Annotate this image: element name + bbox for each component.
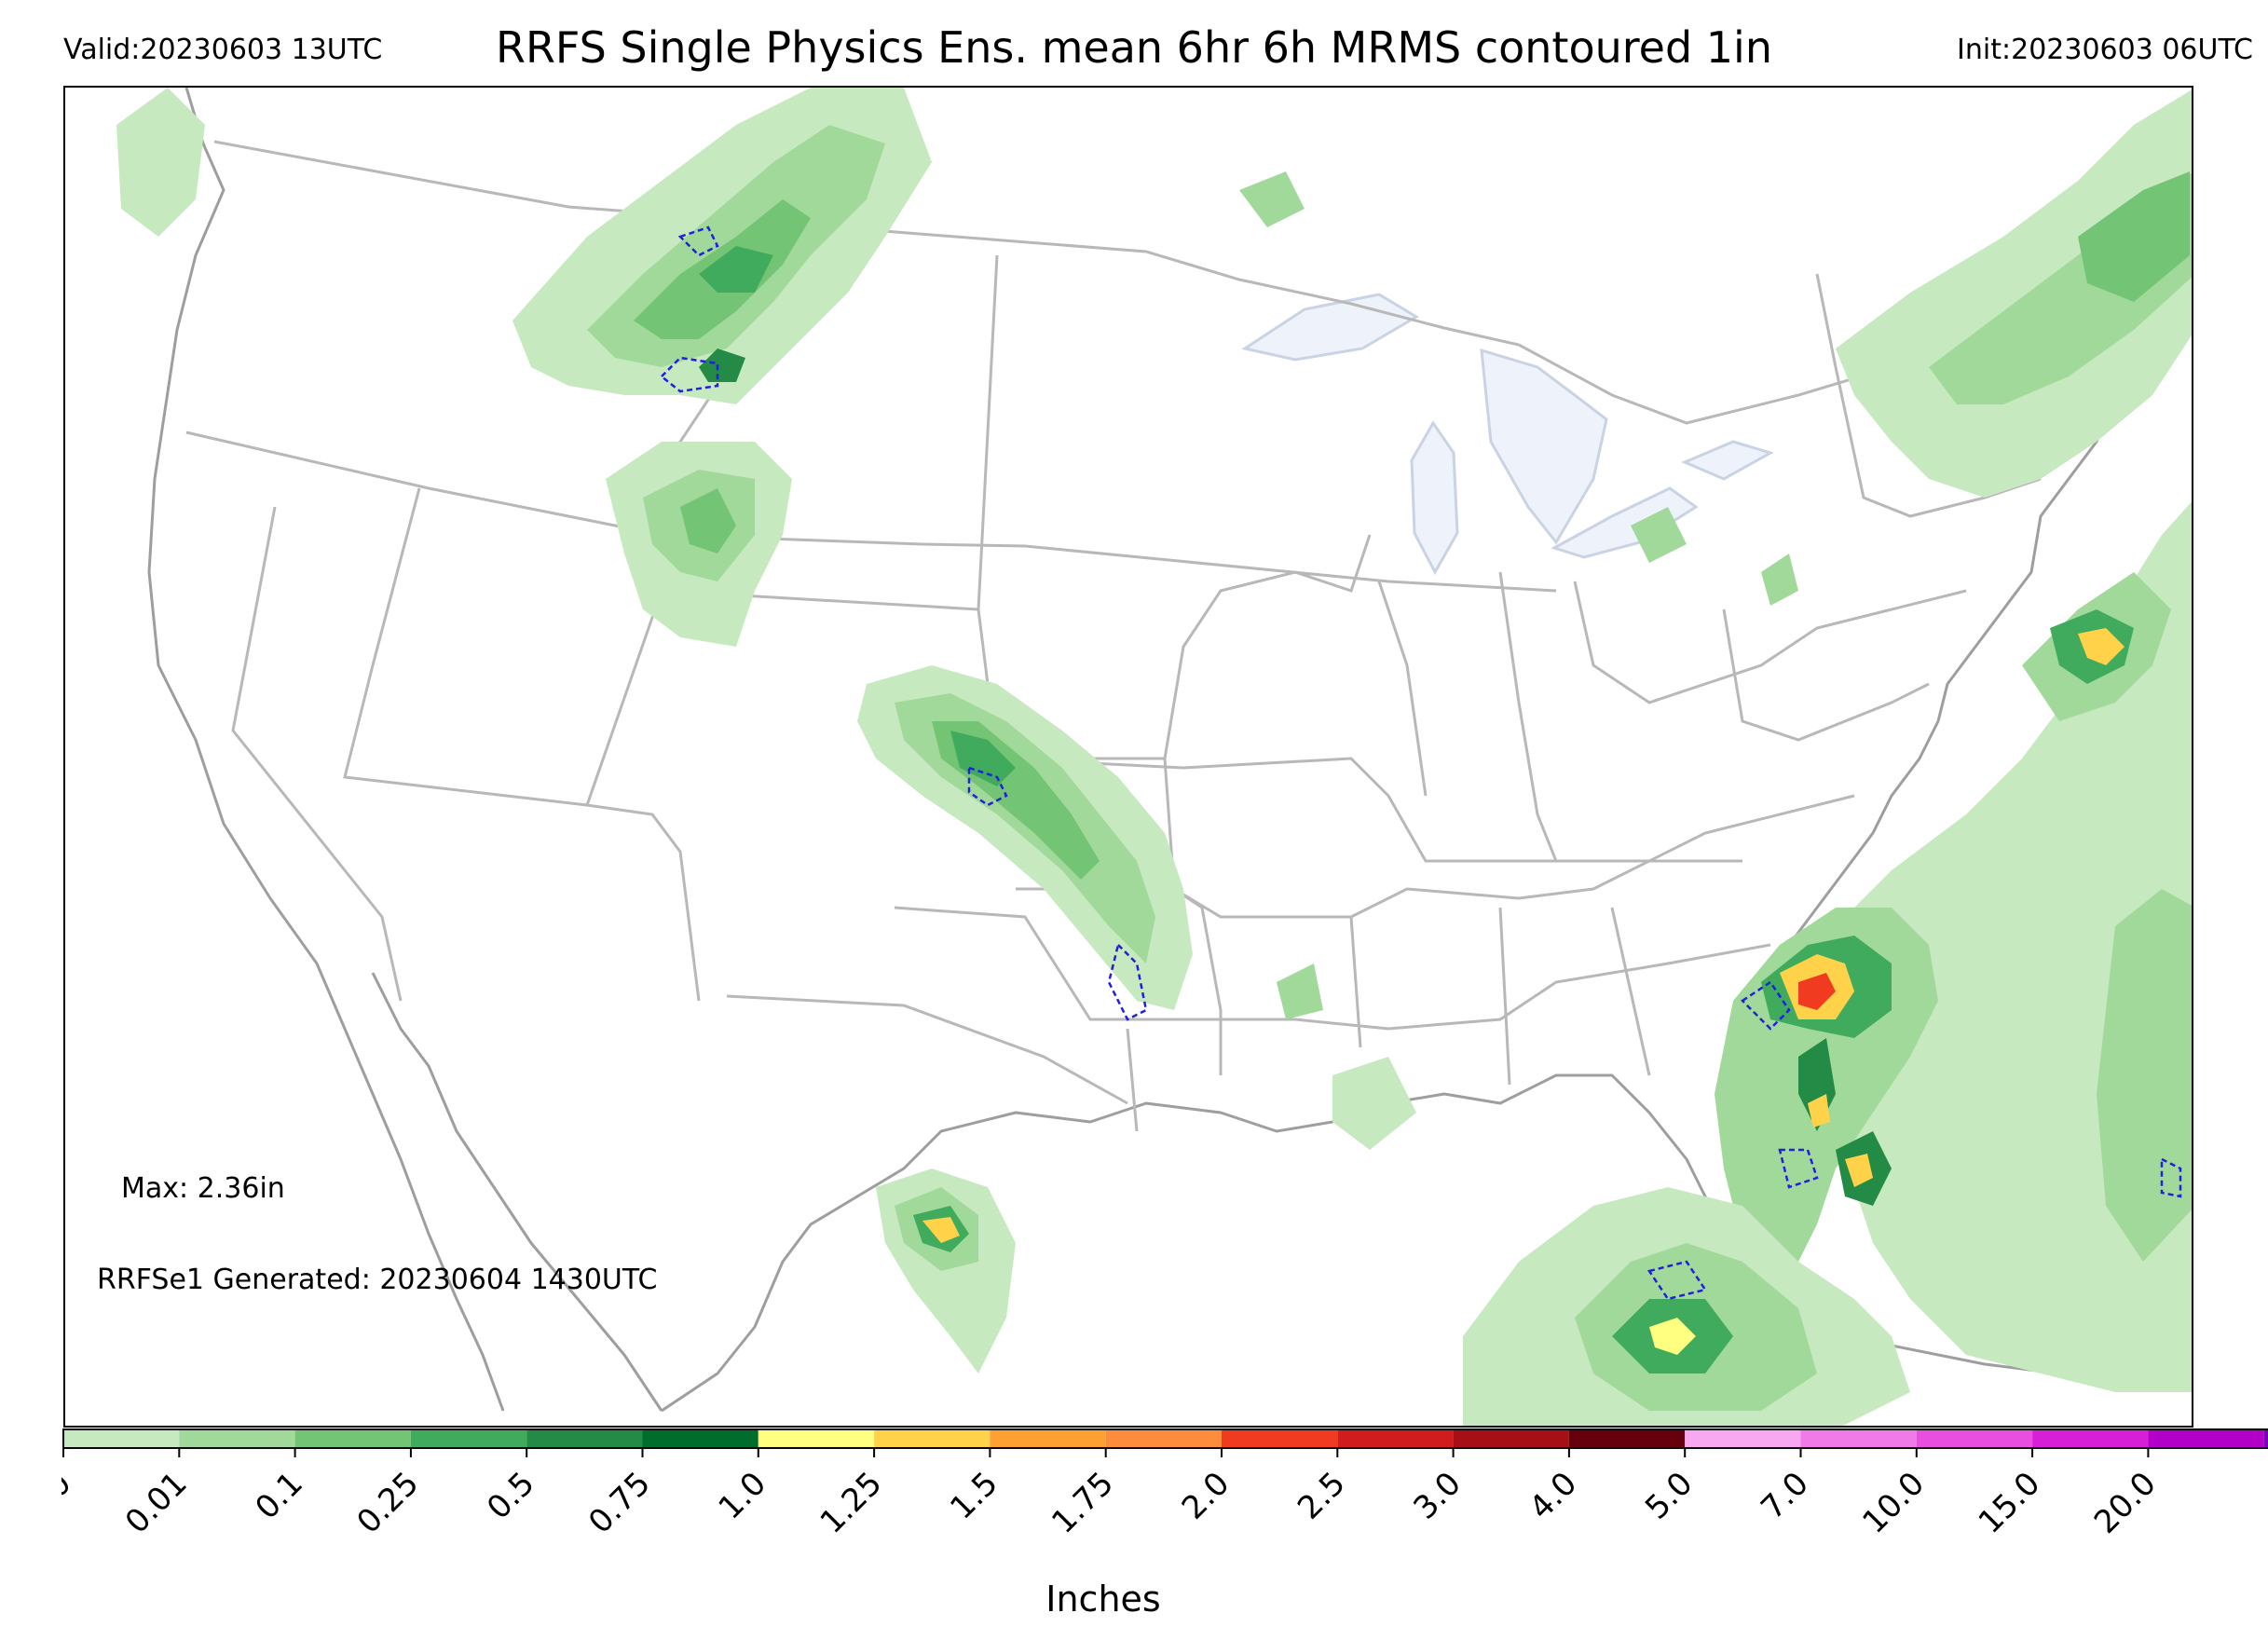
- colorbar-tick-label: 1.75: [1045, 1465, 1121, 1541]
- colorbar-tick-label: 4.0: [1523, 1465, 1585, 1527]
- colorbar-swatch: [179, 1429, 295, 1448]
- colorbar-swatch: [758, 1429, 875, 1448]
- colorbar-swatch: [63, 1429, 180, 1448]
- colorbar-swatch: [526, 1429, 643, 1448]
- generated-annotation: RRFSe1 Generated: 20230604 1430UTC: [97, 1264, 658, 1296]
- colorbar-tick-label: 2.0: [1175, 1465, 1237, 1527]
- max-annotation: Max: 2.36in: [121, 1172, 285, 1205]
- colorbar-tick-label: 1.25: [813, 1465, 890, 1541]
- init-time: Init:20230603 06UTC: [1957, 34, 2253, 66]
- colorbar-swatch: [1337, 1429, 1454, 1448]
- colorbar-tick-label: 0.5: [480, 1465, 542, 1527]
- colorbar-swatch: [642, 1429, 758, 1448]
- colorbar-tick-label: 0.1: [248, 1465, 310, 1527]
- colorbar-swatches: [62, 1428, 2268, 1449]
- valid-time: Valid:20230603 13UTC: [63, 34, 383, 66]
- colorbar-tick-label: 7.0: [1754, 1465, 1816, 1527]
- colorbar-swatch: [990, 1429, 1106, 1448]
- colorbar-ticks: 0.0 0.01 0.1 0.25 0.5 0.75 1.0 1.25 1.5 1.75 2.0 2.…: [61, 1448, 2164, 1541]
- colorbar-swatch: [1800, 1429, 1917, 1448]
- colorbar-label: Inches: [1045, 1578, 1161, 1620]
- colorbar-swatch: [1105, 1429, 1222, 1448]
- map-canvas: [116, 88, 2192, 1426]
- map-panel: [63, 86, 2193, 1428]
- chart-title: RRFS Single Physics Ens. mean 6hr 6h MRM…: [496, 22, 1772, 73]
- great-lakes: [1241, 293, 1774, 576]
- colorbar-swatch: [1685, 1429, 1801, 1448]
- colorbar-swatch: [1916, 1429, 2033, 1448]
- colorbar-tick-label: 2.5: [1291, 1465, 1353, 1527]
- colorbar-tick-label: 1.0: [712, 1465, 774, 1527]
- colorbar-swatch: [294, 1429, 411, 1448]
- colorbar-swatch: [2148, 1429, 2264, 1448]
- colorbar-swatch: [2263, 1429, 2268, 1448]
- colorbar-swatch: [2032, 1429, 2149, 1448]
- colorbar: 0.0 0.01 0.1 0.25 0.5 0.75 1.0 1.25 1.5 1.75 2.0 2.…: [61, 1428, 2268, 1541]
- colorbar-tick-label: 1.5: [943, 1465, 1005, 1527]
- colorbar-tick-label: 3.0: [1406, 1465, 1469, 1527]
- colorbar-swatch: [1222, 1429, 1338, 1448]
- colorbar-swatch: [874, 1429, 991, 1448]
- mrms-1in-contours: [660, 226, 2182, 1301]
- colorbar-tick-label: 0.75: [581, 1465, 658, 1541]
- colorbar-tick-label: 0.01: [118, 1465, 195, 1541]
- colorbar-swatch: [410, 1429, 527, 1448]
- colorbar-tick-label: 20.0: [2087, 1465, 2164, 1541]
- colorbar-swatch: [1453, 1429, 1569, 1448]
- colorbar-tick-label: 10.0: [1855, 1465, 1932, 1541]
- precipitation-field: [116, 88, 2192, 1426]
- colorbar-tick-label: 15.0: [1972, 1465, 2048, 1541]
- colorbar-tick-label: 0.0: [61, 1465, 78, 1527]
- colorbar-tick-label: 5.0: [1638, 1465, 1701, 1527]
- colorbar-tick-label: 0.25: [349, 1465, 426, 1541]
- colorbar-swatch: [1568, 1429, 1686, 1448]
